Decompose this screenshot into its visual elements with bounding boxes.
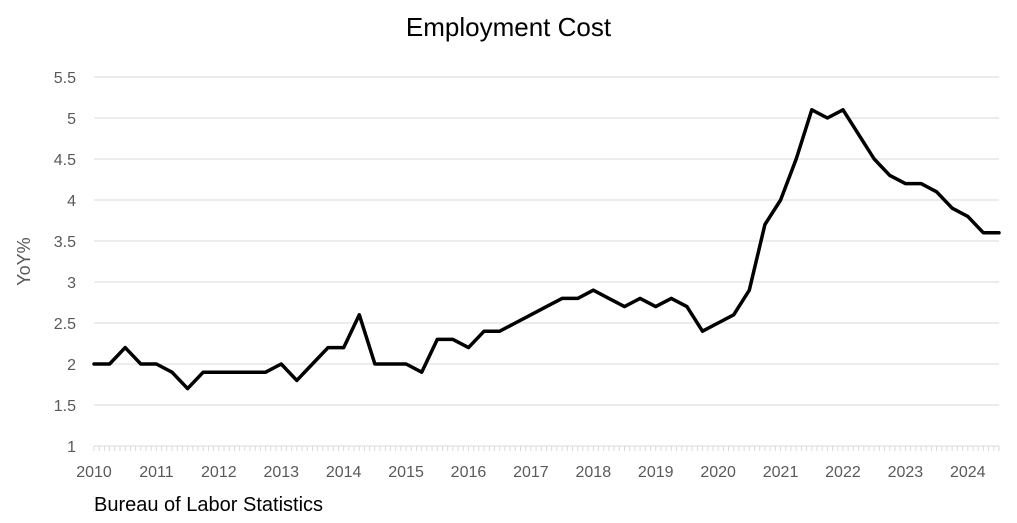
data-point (92, 362, 96, 366)
x-tick-label: 2023 (888, 464, 924, 481)
data-point (529, 313, 533, 317)
data-point (732, 313, 736, 317)
data-point (342, 346, 346, 350)
data-point (139, 362, 143, 366)
data-point (248, 370, 252, 374)
data-point (388, 362, 392, 366)
data-point (857, 132, 861, 136)
x-axis-minor-ticks (93, 446, 1000, 451)
data-point (747, 288, 751, 292)
data-point (841, 108, 845, 112)
data-point (560, 296, 564, 300)
data-point (654, 305, 658, 309)
y-tick-label: 2 (67, 357, 76, 374)
data-point (997, 231, 1001, 235)
data-point (123, 346, 127, 350)
data-point (201, 370, 205, 374)
data-point (888, 173, 892, 177)
data-point (466, 346, 470, 350)
x-axis-ticks: 2010 2011 2012 2013 2014 2015 2016 2017 2018 2019… (76, 464, 985, 481)
x-tick-label: 2013 (263, 464, 299, 481)
data-point (981, 231, 985, 235)
data-point (545, 305, 548, 309)
data-point (498, 329, 502, 333)
data-point (591, 288, 595, 292)
data-point (451, 337, 455, 341)
y-tick-label: 1.5 (54, 398, 76, 415)
data-point (108, 362, 112, 366)
data-point (404, 362, 408, 366)
data-point (217, 370, 221, 374)
data-point (186, 387, 190, 391)
data-point (966, 214, 970, 218)
data-point (170, 370, 174, 374)
source-note: Bureau of Labor Statistics (94, 494, 324, 516)
data-point (154, 362, 158, 366)
data-point (669, 296, 673, 300)
series-line (92, 108, 1001, 391)
data-point (310, 362, 314, 366)
data-point (872, 157, 876, 161)
gridlines (94, 76, 999, 406)
data-point (357, 313, 361, 317)
y-tick-label: 5 (67, 111, 76, 128)
x-tick-label: 2011 (139, 464, 174, 481)
y-tick-label: 3.5 (54, 234, 76, 251)
data-point (701, 329, 705, 333)
y-tick-label: 3 (67, 275, 76, 292)
x-tick-label: 2019 (638, 464, 674, 481)
data-point (482, 329, 486, 333)
chart-title: Employment Cost (405, 12, 612, 42)
data-point (935, 190, 939, 194)
y-axis-ticks: 1 1.5 2 2.5 3 3.5 4 4.5 5 5.5 (54, 70, 76, 456)
series-points (92, 108, 1001, 391)
x-tick-label: 2018 (576, 464, 612, 481)
x-tick-label: 2021 (763, 464, 799, 481)
x-tick-label: 2017 (513, 464, 549, 481)
data-point (779, 198, 783, 202)
data-point (763, 223, 767, 227)
y-tick-label: 2.5 (54, 316, 76, 333)
x-tick-label: 2020 (700, 464, 736, 481)
data-point (420, 370, 424, 374)
x-tick-label: 2015 (388, 464, 424, 481)
data-point (623, 305, 627, 309)
data-point (794, 157, 798, 161)
data-point (326, 346, 330, 350)
x-tick-label: 2024 (950, 464, 986, 481)
data-point (373, 362, 377, 366)
data-point (576, 296, 580, 300)
data-point (295, 378, 299, 382)
data-point (279, 362, 283, 366)
y-tick-label: 4.5 (54, 152, 76, 169)
y-axis-label: YoY% (14, 237, 34, 285)
data-point (264, 370, 268, 374)
data-point (903, 182, 907, 186)
data-point (919, 182, 923, 186)
data-point (685, 305, 689, 309)
y-tick-label: 4 (67, 193, 76, 210)
x-tick-label: 2014 (326, 464, 362, 481)
data-point (825, 116, 829, 120)
x-tick-label: 2016 (451, 464, 487, 481)
data-point (716, 321, 720, 325)
x-tick-label: 2012 (201, 464, 237, 481)
data-point (513, 321, 517, 325)
data-point (810, 108, 814, 112)
data-point (435, 337, 439, 341)
y-tick-label: 5.5 (54, 70, 76, 87)
data-point (232, 370, 236, 374)
x-tick-label: 2010 (76, 464, 112, 481)
x-tick-label: 2022 (825, 464, 861, 481)
y-tick-label: 1 (67, 439, 76, 456)
data-point (950, 206, 954, 210)
data-point (607, 296, 611, 300)
data-point (638, 296, 642, 300)
